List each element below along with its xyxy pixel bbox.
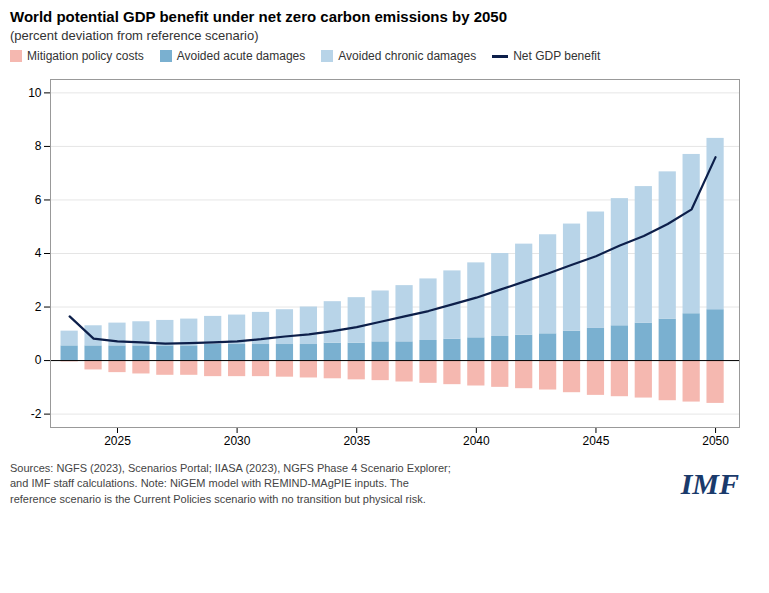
html-text:Avoided chronic damages: Avoided chronic damages: [338, 49, 477, 63]
svg-text:4: 4: [35, 246, 42, 260]
svg-text:0: 0: [35, 353, 42, 367]
svg-text:10: 10: [28, 86, 42, 100]
html-text:Sources: NGFS (2023), Scenario: Sources: NGFS (2023), Scenarios Portal; …: [10, 462, 451, 505]
html-text:(percent deviation from refere: (percent deviation from reference scenar…: [10, 28, 259, 43]
html-text:Avoided acute damages: Avoided acute damages: [176, 49, 306, 63]
svg-text:2025: 2025: [104, 434, 131, 448]
svg-text:2035: 2035: [343, 434, 370, 448]
html-text:Mitigation policy costs: Mitigation policy costs: [27, 49, 144, 63]
svg-text:6: 6: [35, 193, 42, 207]
svg-text:2040: 2040: [463, 434, 490, 448]
svg-text:2045: 2045: [583, 434, 610, 448]
svg-text:2030: 2030: [224, 434, 251, 448]
html-text:IMF: IMF: [680, 467, 739, 501]
svg-text:8: 8: [35, 139, 42, 153]
svg-text:2: 2: [35, 300, 42, 314]
svg-text:2050: 2050: [702, 434, 729, 448]
svg-text:-2: -2: [31, 407, 42, 421]
html-text:Net GDP benefit: Net GDP benefit: [513, 49, 601, 63]
html-text:World potential GDP benefit un: World potential GDP benefit under net ze…: [10, 8, 508, 25]
